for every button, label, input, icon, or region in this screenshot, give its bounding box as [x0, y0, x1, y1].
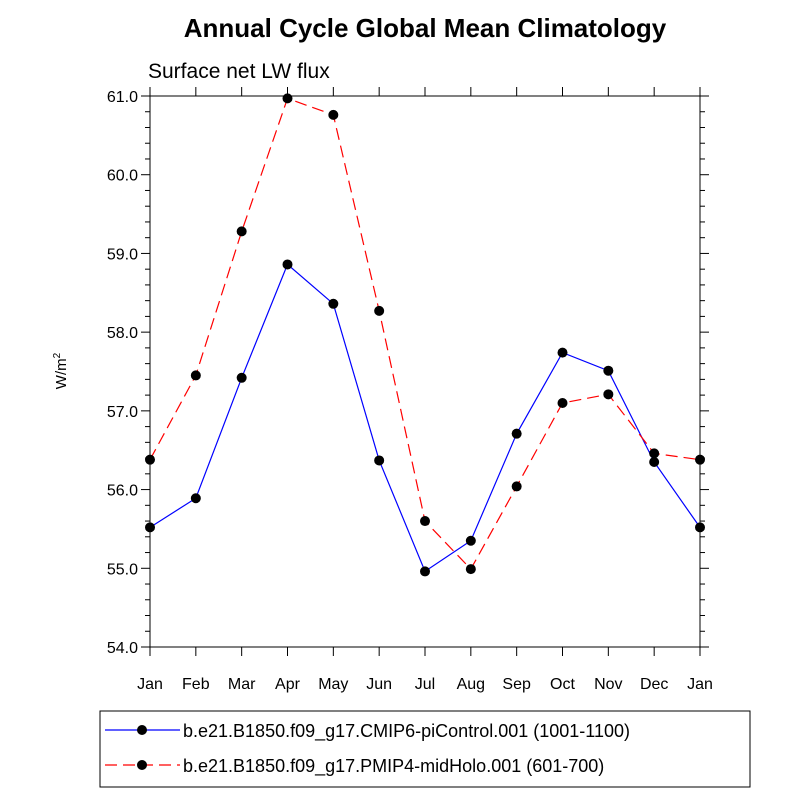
- series-2-point: [328, 109, 339, 120]
- chart-subtitle: Surface net LW flux: [148, 60, 330, 83]
- series-2-point: [649, 448, 660, 459]
- series-2-point: [236, 226, 247, 237]
- series-1-point: [649, 457, 660, 468]
- axes: 54.0 55.0 56.0 57.0 58.0 59.0 60.0 61.0 Jan Feb Ma…: [107, 87, 713, 693]
- series-2-point: [465, 564, 476, 575]
- y-tick-label: 54.0: [107, 640, 138, 657]
- series-1-point: [190, 493, 201, 504]
- series-1-point: [695, 522, 705, 533]
- x-tick-label: Mar: [228, 676, 256, 693]
- y-tick-label: 61.0: [107, 89, 138, 106]
- series-2-point: [145, 454, 155, 465]
- series-2-point: [603, 389, 614, 400]
- series-1-point: [603, 365, 614, 376]
- y-tick-label: 57.0: [107, 404, 138, 421]
- series-1-point: [282, 259, 293, 270]
- y-tick-label: 58.0: [107, 325, 138, 342]
- series-2-point: [374, 305, 385, 316]
- series-2-point: [557, 397, 568, 408]
- y-tick-label: 56.0: [107, 483, 138, 500]
- series-1-point: [465, 535, 476, 546]
- series-2-point: [282, 93, 293, 104]
- x-tick-label: Jan: [137, 676, 163, 693]
- plot-frame: [149, 95, 701, 648]
- y-tick-label: 59.0: [107, 246, 138, 263]
- legend-marker-2: [137, 760, 147, 770]
- x-tick-label: May: [318, 676, 348, 693]
- series-line-2: [149, 97, 701, 571]
- series-2-point: [420, 516, 430, 527]
- series-1-point: [236, 372, 247, 383]
- series-1-point: [145, 522, 155, 533]
- legend-box: [99, 710, 751, 788]
- y-tick-label: 60.0: [107, 168, 138, 185]
- x-tick-label: Jul: [415, 676, 435, 693]
- legend-marker-1: [137, 725, 147, 735]
- y-axis-label: W/m2: [52, 352, 70, 389]
- series-2-point: [511, 481, 522, 492]
- legend-label-2: b.e21.B1850.f09_g17.PMIP4-midHolo.001 (6…: [183, 756, 604, 777]
- x-tick-label: Jun: [366, 676, 392, 693]
- series-2-point: [190, 370, 201, 381]
- chart-title: Annual Cycle Global Mean Climatology: [184, 13, 667, 43]
- x-tick-label: Jan: [687, 676, 713, 693]
- series-1-point: [328, 298, 339, 309]
- x-tick-label: Feb: [182, 676, 210, 693]
- x-tick-label: Oct: [550, 676, 575, 693]
- x-tick-label: Sep: [502, 676, 531, 693]
- series-2-point: [695, 454, 705, 465]
- series-1-point: [374, 455, 385, 466]
- x-tick-label: Nov: [594, 676, 622, 693]
- x-tick-label: Aug: [457, 676, 485, 693]
- legend: b.e21.B1850.f09_g17.CMIP6-piControl.001 …: [105, 721, 630, 777]
- x-tick-label: Dec: [640, 676, 668, 693]
- x-tick-label: Apr: [275, 676, 301, 693]
- series-1-point: [557, 347, 568, 358]
- y-tick-label: 55.0: [107, 561, 138, 578]
- series-1-point: [420, 566, 430, 577]
- legend-label-1: b.e21.B1850.f09_g17.CMIP6-piControl.001 …: [183, 721, 630, 742]
- series-1-point: [511, 428, 522, 439]
- series-layer: [145, 93, 705, 577]
